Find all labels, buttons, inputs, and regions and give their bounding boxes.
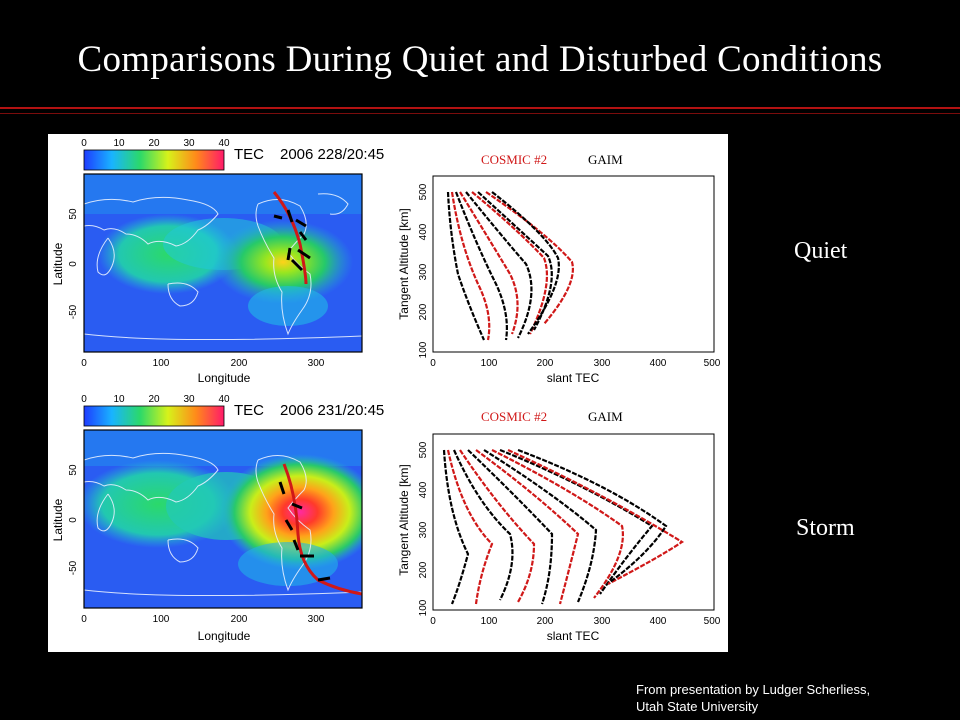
map-xtick: 100	[153, 358, 170, 369]
profile-ytick: 200	[418, 303, 429, 320]
colorbar-tick: 40	[218, 394, 230, 405]
map-xlabel: Longitude	[198, 629, 251, 643]
profile-xtick: 0	[430, 616, 436, 627]
figure-panel: 0 10 20 30 40 TEC 2006 228/20:45	[48, 134, 728, 652]
credit: From presentation by Ludger Scherliess, …	[636, 681, 870, 715]
map-xtick: 200	[231, 614, 248, 625]
profile-xtick: 500	[704, 616, 721, 627]
map-ytick: 0	[68, 517, 79, 523]
colorbar-tick: 0	[81, 394, 87, 405]
profile-ylabel: Tangent Altitude [km]	[397, 464, 411, 575]
profile-ytick: 200	[418, 561, 429, 578]
map-xtick: 300	[308, 358, 325, 369]
figure-svg: 0 10 20 30 40 TEC 2006 228/20:45	[51, 138, 721, 643]
map-xlabel: Longitude	[198, 371, 251, 385]
profile-xlabel: slant TEC	[547, 371, 600, 385]
profile-ytick: 100	[418, 599, 429, 616]
slide-title: Comparisons During Quiet and Disturbed C…	[77, 39, 883, 80]
storm-profile: COSMIC #2 GAIM Tangent Altitude [km] 100…	[397, 409, 721, 643]
title-rule-bottom	[0, 113, 960, 114]
quiet-label: Quiet	[794, 238, 848, 264]
profile-ytick: 100	[418, 341, 429, 358]
profile-curves	[446, 191, 574, 341]
map-ylabel: Latitude	[51, 498, 65, 541]
profile-xtick: 400	[650, 616, 667, 627]
credit-line-2: Utah State University	[636, 699, 759, 714]
legend-cosmic: COSMIC #2	[481, 152, 547, 167]
date-label: 2006 228/20:45	[280, 146, 384, 163]
storm-label: Storm	[796, 515, 855, 541]
profile-xtick: 200	[537, 616, 554, 627]
profile-xtick: 100	[481, 616, 498, 627]
quiet-profile: COSMIC #2 GAIM Tangent Altitude [km] 100…	[397, 152, 721, 385]
map-xtick: 200	[231, 358, 248, 369]
profile-ytick: 400	[418, 481, 429, 498]
legend-gaim: GAIM	[588, 409, 623, 424]
map-xtick: 100	[153, 614, 170, 625]
occultation-track	[272, 191, 308, 285]
title-rule-top	[0, 107, 960, 109]
storm-map: 0 10 20 30 40 TEC 2006 231/20:45	[51, 394, 384, 643]
profile-ytick: 500	[418, 441, 429, 458]
profile-ytick: 500	[418, 183, 429, 200]
legend-gaim: GAIM	[588, 152, 623, 167]
map-xtick: 300	[308, 614, 325, 625]
map-xtick: 0	[81, 358, 87, 369]
profile-ytick: 400	[418, 223, 429, 240]
colorbar	[83, 405, 225, 427]
map-ytick: -50	[68, 560, 79, 575]
colorbar	[83, 149, 225, 171]
colorbar-tick: 10	[113, 138, 125, 149]
occultation-track	[282, 463, 362, 596]
profile-xtick: 100	[481, 358, 498, 369]
colorbar-tick: 30	[183, 138, 195, 149]
profile-ytick: 300	[418, 521, 429, 538]
profile-curves	[442, 448, 685, 605]
map-ytick: 0	[68, 261, 79, 267]
map-ytick: 50	[68, 208, 79, 220]
colorbar-tick: 30	[183, 394, 195, 405]
map-ytick: -50	[68, 304, 79, 319]
map-ytick: 50	[68, 464, 79, 476]
profile-frame	[432, 175, 715, 353]
profile-xlabel: slant TEC	[547, 629, 600, 643]
profile-xtick: 0	[430, 358, 436, 369]
quiet-map: 0 10 20 30 40 TEC 2006 228/20:45	[51, 138, 384, 385]
legend-cosmic: COSMIC #2	[481, 409, 547, 424]
colorbar-tick: 10	[113, 394, 125, 405]
profile-xtick: 400	[650, 358, 667, 369]
colorbar-tick: 0	[81, 138, 87, 149]
map-frame	[83, 429, 363, 609]
profile-xtick: 300	[594, 358, 611, 369]
map-frame	[83, 173, 363, 353]
profile-frame	[432, 433, 715, 611]
credit-line-1: From presentation by Ludger Scherliess,	[636, 682, 871, 697]
colorbar-tick: 20	[148, 138, 160, 149]
date-label: 2006 231/20:45	[280, 402, 384, 419]
profile-xtick: 500	[704, 358, 721, 369]
profile-xtick: 300	[594, 616, 611, 627]
tec-label: TEC	[234, 402, 264, 419]
tec-label: TEC	[234, 146, 264, 163]
map-xtick: 0	[81, 614, 87, 625]
profile-ylabel: Tangent Altitude [km]	[397, 208, 411, 319]
profile-ytick: 300	[418, 263, 429, 280]
colorbar-tick: 40	[218, 138, 230, 149]
profile-xtick: 200	[537, 358, 554, 369]
colorbar-tick: 20	[148, 394, 160, 405]
map-ylabel: Latitude	[51, 242, 65, 285]
